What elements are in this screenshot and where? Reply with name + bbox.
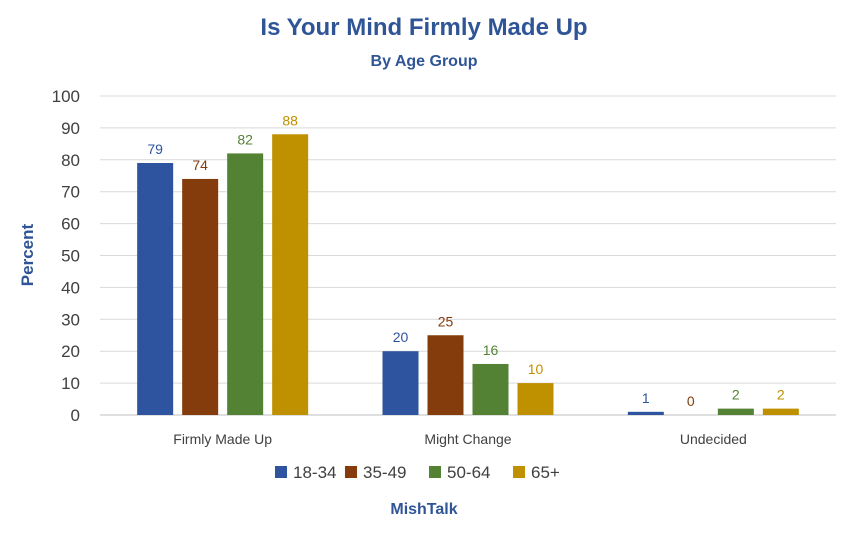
data-label: 2 bbox=[732, 387, 740, 403]
legend-label: 50-64 bbox=[447, 463, 490, 482]
source-label: MishTalk bbox=[390, 501, 457, 518]
data-label: 25 bbox=[438, 313, 454, 329]
data-label: 2 bbox=[777, 387, 785, 403]
x-tick-label: Firmly Made Up bbox=[173, 431, 272, 447]
x-tick-label: Undecided bbox=[680, 431, 747, 447]
chart-subtitle: By Age Group bbox=[371, 53, 478, 70]
bar-65+-firmly-made-up bbox=[272, 134, 309, 415]
y-axis-ticks: 0 10 20 30 40 50 60 70 80 90 100 bbox=[52, 87, 80, 425]
x-tick-label: Might Change bbox=[424, 431, 511, 447]
y-tick-label: 60 bbox=[61, 215, 80, 234]
y-tick-label: 0 bbox=[71, 406, 80, 425]
bar-65+-might-change bbox=[517, 383, 554, 415]
y-tick-label: 80 bbox=[61, 151, 80, 170]
y-axis-label: Percent bbox=[18, 223, 37, 286]
y-tick-label: 100 bbox=[52, 87, 80, 106]
chart-title: Is Your Mind Firmly Made Up bbox=[260, 14, 587, 41]
bar-50-64-firmly-made-up bbox=[227, 153, 264, 416]
legend-swatch bbox=[513, 466, 525, 478]
legend-label: 18-34 bbox=[293, 463, 336, 482]
data-label: 10 bbox=[528, 361, 544, 377]
data-label: 82 bbox=[237, 131, 253, 147]
x-axis-ticks: Firmly Made Up Might Change Undecided bbox=[173, 431, 747, 447]
legend-swatch bbox=[429, 466, 441, 478]
legend: 18-34 35-49 50-64 65+ bbox=[275, 463, 560, 482]
legend-label: 65+ bbox=[531, 463, 560, 482]
gridlines bbox=[100, 95, 836, 416]
y-tick-label: 40 bbox=[61, 278, 80, 297]
y-tick-label: 10 bbox=[61, 374, 80, 393]
bar-18-34-undecided bbox=[627, 411, 664, 415]
y-tick-label: 30 bbox=[61, 310, 80, 329]
bar-50-64-undecided bbox=[717, 408, 754, 415]
bar-35-49-firmly-made-up bbox=[182, 178, 219, 415]
bar-65+-undecided bbox=[762, 408, 799, 415]
data-label: 0 bbox=[687, 393, 695, 409]
y-tick-label: 70 bbox=[61, 183, 80, 202]
bar-18-34-firmly-made-up bbox=[137, 162, 174, 415]
data-label: 1 bbox=[642, 390, 650, 406]
data-label: 79 bbox=[147, 141, 163, 157]
y-tick-label: 50 bbox=[61, 247, 80, 266]
legend-swatch bbox=[275, 466, 287, 478]
y-tick-label: 90 bbox=[61, 119, 80, 138]
data-label: 88 bbox=[282, 112, 298, 128]
data-label: 74 bbox=[192, 157, 208, 173]
data-label: 16 bbox=[483, 342, 499, 358]
legend-swatch bbox=[345, 466, 357, 478]
bar-50-64-might-change bbox=[472, 363, 509, 415]
bar-18-34-might-change bbox=[382, 351, 419, 415]
y-tick-label: 20 bbox=[61, 342, 80, 361]
legend-label: 35-49 bbox=[363, 463, 406, 482]
data-label: 20 bbox=[393, 329, 409, 345]
bar-35-49-might-change bbox=[427, 335, 464, 415]
